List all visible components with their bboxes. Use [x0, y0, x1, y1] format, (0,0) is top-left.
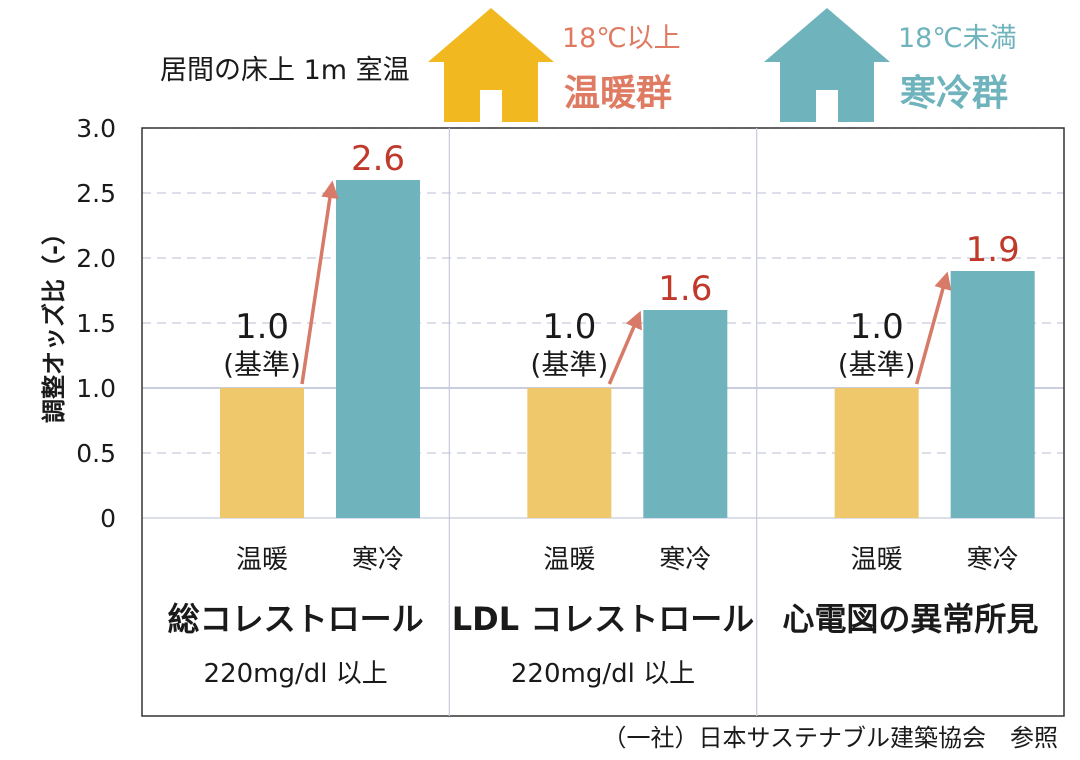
group-title: 心電図の異常所見	[782, 600, 1038, 638]
legend-cold-label: 寒冷群	[900, 73, 1009, 114]
y-axis-label: 調整オッズ比（-）	[40, 221, 68, 423]
data-label-warm: 1.0	[542, 307, 596, 347]
category-label-cold: 寒冷	[967, 545, 1019, 575]
chart-frame	[141, 127, 1065, 717]
y-tick-label: 2.5	[76, 179, 116, 208]
bar-warm	[834, 388, 919, 518]
data-label-warm: 1.0	[850, 307, 904, 347]
data-label-cold: 2.6	[351, 139, 405, 179]
source-note: （一社）日本サステナブル建築協会 参照	[602, 724, 1058, 752]
y-tick-label: 1.0	[76, 374, 116, 403]
bar-cold	[336, 180, 420, 518]
category-label-cold: 寒冷	[352, 545, 404, 575]
increase-arrow	[607, 310, 642, 385]
group-title: LDL コレストロール	[452, 600, 755, 638]
category-label-cold: 寒冷	[659, 545, 711, 575]
baseline-note: (基準)	[223, 348, 301, 381]
bar-cold	[643, 310, 728, 518]
category-label-warm: 温暖	[236, 545, 288, 575]
y-tick-label: 0.5	[76, 439, 116, 468]
legend-warm-temp: 18℃以上	[562, 23, 681, 54]
data-label-cold: 1.9	[966, 230, 1020, 270]
bar-warm	[220, 388, 304, 518]
group-subtitle: 220mg/dl 以上	[511, 659, 695, 689]
group-title: 総コレストロール	[168, 600, 424, 638]
bar-warm	[527, 388, 612, 518]
data-label-warm: 1.0	[235, 307, 289, 347]
house-icon	[764, 8, 890, 122]
bar-cold	[950, 271, 1035, 518]
house-icon	[428, 8, 554, 122]
legend-cold-temp: 18℃未満	[898, 23, 1017, 54]
group-subtitle: 220mg/dl 以上	[204, 659, 388, 689]
category-label-warm: 温暖	[851, 545, 903, 575]
baseline-note: (基準)	[530, 348, 608, 381]
y-tick-label: 1.5	[76, 309, 116, 338]
y-tick-label: 3.0	[76, 114, 116, 143]
legend-warm-label: 温暖群	[564, 73, 673, 114]
increase-arrow	[300, 180, 339, 385]
data-label-cold: 1.6	[658, 269, 712, 309]
y-tick-label: 0	[100, 504, 116, 533]
y-tick-label: 2.0	[76, 244, 116, 273]
category-label-warm: 温暖	[543, 545, 595, 575]
baseline-note: (基準)	[838, 348, 916, 381]
header-title: 居間の床上 1m 室温	[160, 55, 410, 86]
increase-arrow	[914, 271, 952, 385]
